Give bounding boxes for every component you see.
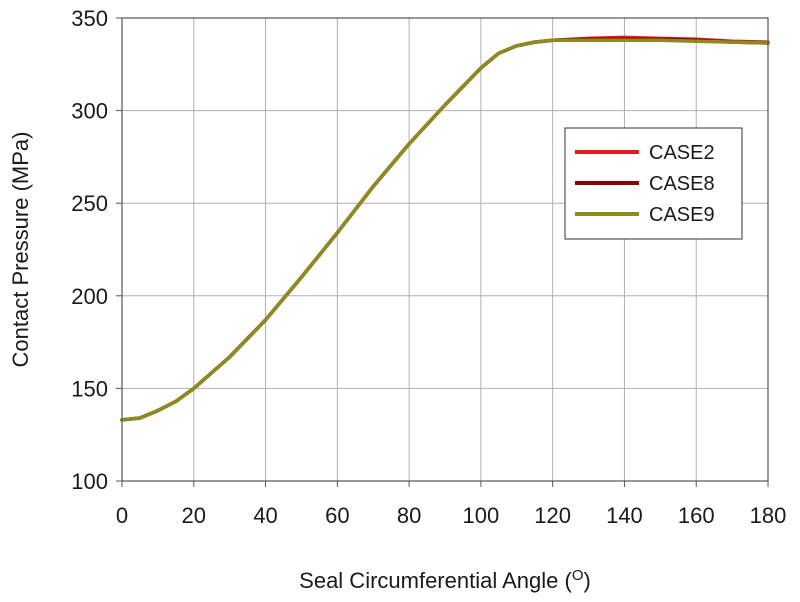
x-axis-title-text: Seal Circumferential Angle ( [299, 568, 572, 593]
x-tick-label: 100 [463, 503, 500, 528]
x-tick-label: 140 [606, 503, 643, 528]
y-tick-label: 250 [71, 191, 108, 216]
plot-frame [121, 17, 769, 482]
legend: CASE2 CASE8 CASE9 [564, 127, 743, 240]
x-axis-title-suffix: ) [584, 568, 591, 593]
grid [121, 17, 769, 482]
x-tick-label: 180 [750, 503, 787, 528]
series-line-case9 [120, 38, 770, 422]
y-axis-title: Contact Pressure (MPa) [8, 132, 33, 368]
y-tick-label: 150 [71, 376, 108, 401]
x-tick-label: 0 [116, 503, 128, 528]
x-axis-title: Seal Circumferential Angle (O) [299, 567, 591, 594]
x-axis-ticks: 0 20 40 60 80 100 120 140 160 180 [116, 481, 786, 528]
x-tick-label: 160 [678, 503, 715, 528]
x-tick-label: 20 [182, 503, 206, 528]
y-tick-label: 100 [71, 469, 108, 494]
legend-label-case2: CASE2 [649, 142, 715, 164]
legend-label-case8: CASE8 [649, 173, 715, 195]
x-tick-label: 80 [397, 503, 421, 528]
y-tick-label: 300 [71, 99, 108, 124]
x-tick-label: 120 [534, 503, 571, 528]
y-tick-label: 350 [71, 6, 108, 31]
series-layer [120, 35, 770, 422]
x-axis-title-superscript: O [572, 567, 584, 584]
x-tick-label: 40 [253, 503, 277, 528]
x-tick-label: 60 [325, 503, 349, 528]
y-tick-label: 200 [71, 284, 108, 309]
legend-label-case9: CASE9 [649, 204, 715, 226]
y-axis-ticks: 100 150 200 250 300 350 [71, 6, 122, 494]
